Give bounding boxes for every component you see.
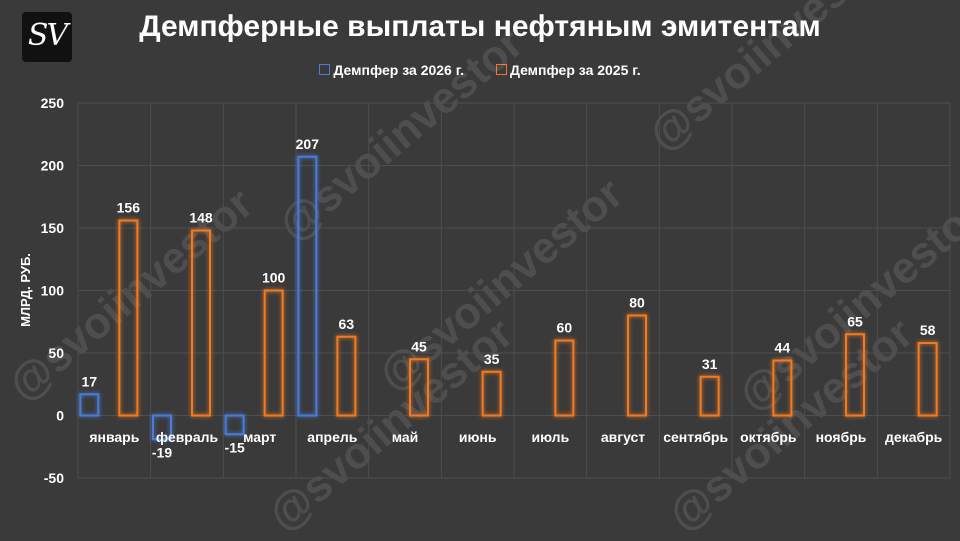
logo: SV	[22, 12, 72, 62]
legend-label-2026: Демпфер за 2026 г.	[333, 62, 465, 78]
x-tick-label: ноябрь	[816, 429, 867, 445]
x-tick-label: март	[243, 429, 276, 445]
data-label: 31	[702, 356, 718, 372]
legend: Демпфер за 2026 г. Демпфер за 2025 г.	[0, 62, 960, 78]
data-label: 60	[557, 320, 573, 336]
bar-2025	[191, 229, 211, 417]
bar-2025	[336, 335, 357, 417]
x-tick-label: август	[601, 429, 645, 445]
y-tick-label: 250	[41, 95, 65, 111]
data-label: 156	[117, 200, 141, 216]
legend-item-2026: Демпфер за 2026 г.	[319, 62, 464, 78]
bar-2025	[118, 219, 139, 417]
bar-2025	[845, 333, 865, 417]
x-tick-label: февраль	[156, 429, 219, 445]
y-tick-label: 100	[41, 283, 65, 299]
x-tick-label: июль	[531, 429, 569, 445]
x-tick-label: июнь	[459, 429, 497, 445]
bar-2026	[297, 155, 318, 417]
bar-2025	[409, 358, 429, 417]
x-tick-label: апрель	[307, 429, 357, 445]
data-label: 58	[920, 322, 936, 338]
bar-2025	[772, 359, 793, 417]
bar-2025	[554, 339, 575, 417]
data-label: 65	[847, 313, 863, 329]
x-tick-label: сентябрь	[663, 429, 728, 445]
y-tick-label: 0	[56, 408, 64, 424]
bar-2026	[224, 414, 245, 436]
data-label: 45	[411, 338, 427, 354]
y-tick-label: 50	[48, 345, 64, 361]
x-tick-label: декабрь	[885, 429, 943, 445]
bar-2025	[627, 314, 647, 417]
legend-label-2025: Демпфер за 2025 г.	[509, 62, 641, 78]
logo-text: SV	[27, 18, 68, 53]
bar-2025	[481, 370, 502, 417]
bar-2025	[917, 342, 938, 417]
y-tick-label: -50	[44, 470, 64, 486]
data-label: 63	[339, 316, 355, 332]
y-tick-label: 200	[41, 158, 65, 174]
data-label: 44	[775, 340, 791, 356]
legend-item-2025: Демпфер за 2025 г.	[495, 62, 641, 78]
data-label: -19	[152, 444, 172, 460]
x-tick-label: январь	[89, 429, 139, 445]
data-label: 100	[262, 270, 286, 286]
chart-title: Демпферные выплаты нефтяным эмитентам	[139, 10, 821, 43]
bar-2025	[263, 289, 284, 417]
bar-2026	[152, 414, 172, 441]
data-label: 35	[484, 351, 500, 367]
legend-swatch-2026	[319, 64, 331, 75]
bar-2025	[699, 375, 720, 417]
y-tick-label: 150	[41, 220, 65, 236]
legend-swatch-2025	[495, 64, 507, 75]
data-label: 207	[296, 136, 320, 152]
y-axis-label: МЛРД. РУБ.	[18, 253, 33, 327]
data-label: 17	[82, 373, 98, 389]
data-label: 80	[629, 295, 645, 311]
data-label: 148	[189, 210, 213, 226]
x-tick-label: октябрь	[740, 429, 797, 445]
x-tick-label: май	[392, 429, 419, 445]
bar-2026	[79, 393, 100, 417]
data-label: -15	[225, 439, 245, 455]
